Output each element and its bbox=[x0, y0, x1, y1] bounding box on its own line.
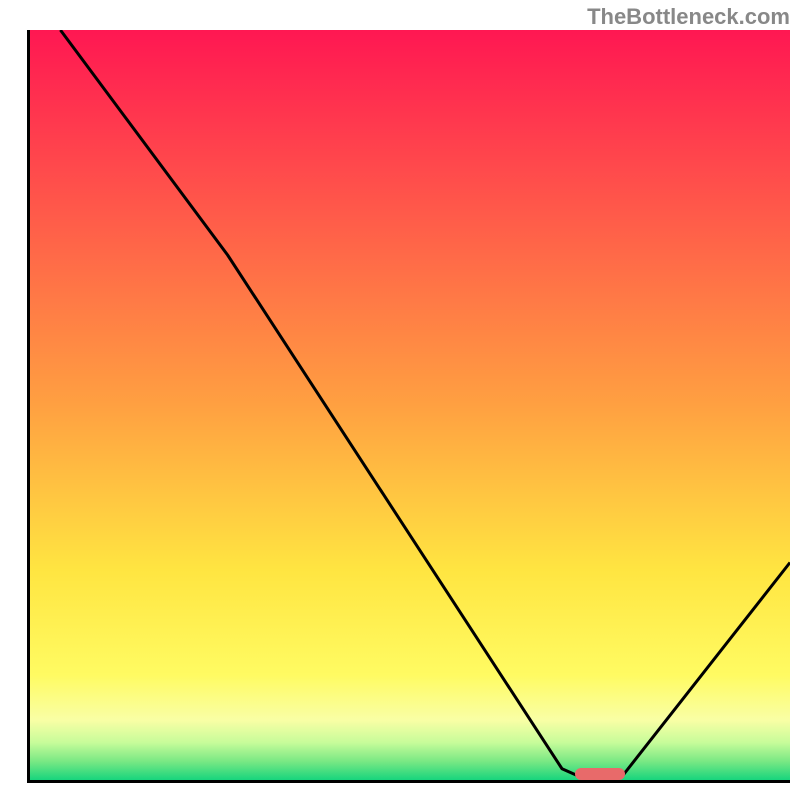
x-axis-line bbox=[27, 780, 790, 783]
watermark-text: TheBottleneck.com bbox=[587, 4, 790, 30]
bottleneck-curve bbox=[30, 30, 790, 780]
chart-container: TheBottleneck.com bbox=[0, 0, 800, 800]
plot-area bbox=[30, 30, 790, 780]
curve-path bbox=[60, 30, 790, 776]
optimal-marker bbox=[575, 768, 624, 780]
